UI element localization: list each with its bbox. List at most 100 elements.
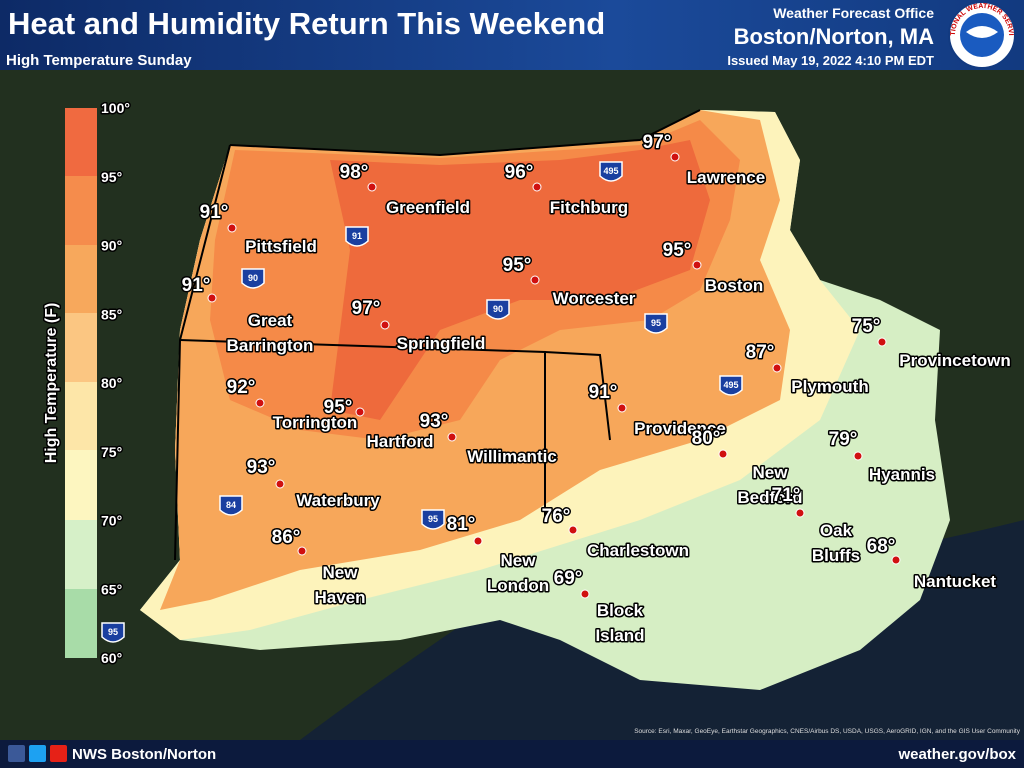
city-temp: 68° [867,536,896,557]
office-label: Weather Forecast Office [773,5,934,21]
footer-account: NWS Boston/Norton [72,746,216,763]
legend-band [65,108,97,176]
city-dot [447,432,457,442]
shield [719,375,743,396]
legend-band [65,450,97,520]
city-dot [532,182,542,192]
city-temp: 98° [340,162,369,183]
city-temp: 75° [852,316,881,337]
issued-time: Issued May 19, 2022 4:10 PM EDT [727,53,934,68]
city-name: Oak [820,521,853,540]
city-dot [718,449,728,459]
shield-label: 91 [352,231,362,241]
shield-label: 495 [723,380,738,390]
city-temp: 92° [227,377,256,398]
legend-band [65,589,97,658]
legend-tick-label: 65° [101,581,122,597]
twitter-icon[interactable] [29,745,46,762]
shield-label: 84 [226,500,236,510]
shield-label: 90 [248,273,258,283]
city-name: Charlestown [587,541,689,560]
shield [345,226,369,247]
city-name: Fitchburg [550,198,628,217]
shield [486,299,510,320]
legend-title: High Temperature (F) [43,303,60,464]
city-name: Providence [634,419,726,438]
city-temp: 87° [746,342,775,363]
city-name: Nantucket [914,572,997,591]
legend-band [65,313,97,382]
city-temp: 97° [643,132,672,153]
legend-tick-label: 80° [101,375,122,391]
youtube-icon[interactable] [50,745,67,762]
city-dot [355,407,365,417]
legend-ticks: 100° 95° 90° 85° 80° 75° 70° 65° 60° [100,99,132,668]
shield [219,495,243,516]
footer-website[interactable]: weather.gov/box [897,746,1016,763]
legend-tick-label: 95° [101,169,122,185]
city-name: New [501,551,537,570]
city-temp: 91° [200,202,229,223]
city-name: Great [248,311,293,330]
legend: High Temperature (F) 100° 95° 90° 85° 80° 75°… [42,99,132,668]
city-name: Springfield [397,334,486,353]
source-credit: Source: Esri, Maxar, GeoEye, Earthstar G… [634,728,1021,735]
city-dot [380,320,390,330]
city-dot [877,337,887,347]
city-temp: 91° [182,275,211,296]
shield-label: 90 [493,304,503,314]
city-temp: 80° [692,428,721,449]
legend-tick-label: 85° [101,306,122,322]
city-name: Bluffs [812,546,860,565]
office-name: Boston/Norton, MA [734,24,935,49]
city-dot [227,223,237,233]
legend-tick-label: 60° [101,650,122,666]
city-name: Waterbury [296,491,380,510]
title: Heat and Humidity Return This Weekend [8,6,605,41]
city-name: Island [595,626,644,645]
highway-shields: 495 91 90 90 95 495 84 95 95 [101,161,743,643]
city-dot [473,536,483,546]
shield [101,622,125,643]
shield-label: 95 [108,627,118,637]
city-dot [692,260,702,270]
city-temp: 93° [420,411,449,432]
shield [241,268,265,289]
city-dot [891,555,901,565]
city-dot [275,479,285,489]
city-name: Hartford [366,432,433,451]
city-name: New [323,563,359,582]
shield-label: 95 [428,514,438,524]
city-dot [580,589,590,599]
city-name: Torrington [273,413,358,432]
legend-band [65,176,97,245]
legend-tick-label: 100° [101,100,130,116]
city-temp: 81° [447,514,476,535]
city-dot [772,363,782,373]
cities: 91° Pittsfield 98° Greenfield 96° Fitchburg 97… [180,131,1012,647]
shield [421,509,445,530]
city-temp: 93° [247,457,276,478]
facebook-icon[interactable] [8,745,25,762]
city-dot [568,525,578,535]
shield [599,161,623,182]
city-temp: 91° [589,382,618,403]
header-bar [0,0,1024,70]
legend-band [65,520,97,589]
city-temp: 96° [505,162,534,183]
city-temp: 79° [829,429,858,450]
city-temp: 95° [324,397,353,418]
city-temp: 95° [663,240,692,261]
city-dot [367,182,377,192]
city-name: Barrington [227,336,314,355]
city-name: Plymouth [791,377,868,396]
city-dot [617,403,627,413]
city-name: Willimantic [467,447,557,466]
city-temp: 71° [772,485,801,506]
city-temp: 95° [503,255,532,276]
city-name: Worcester [553,289,636,308]
city-name: Bedford [737,488,802,507]
legend-band [65,382,97,450]
city-temp: 69° [554,568,583,589]
